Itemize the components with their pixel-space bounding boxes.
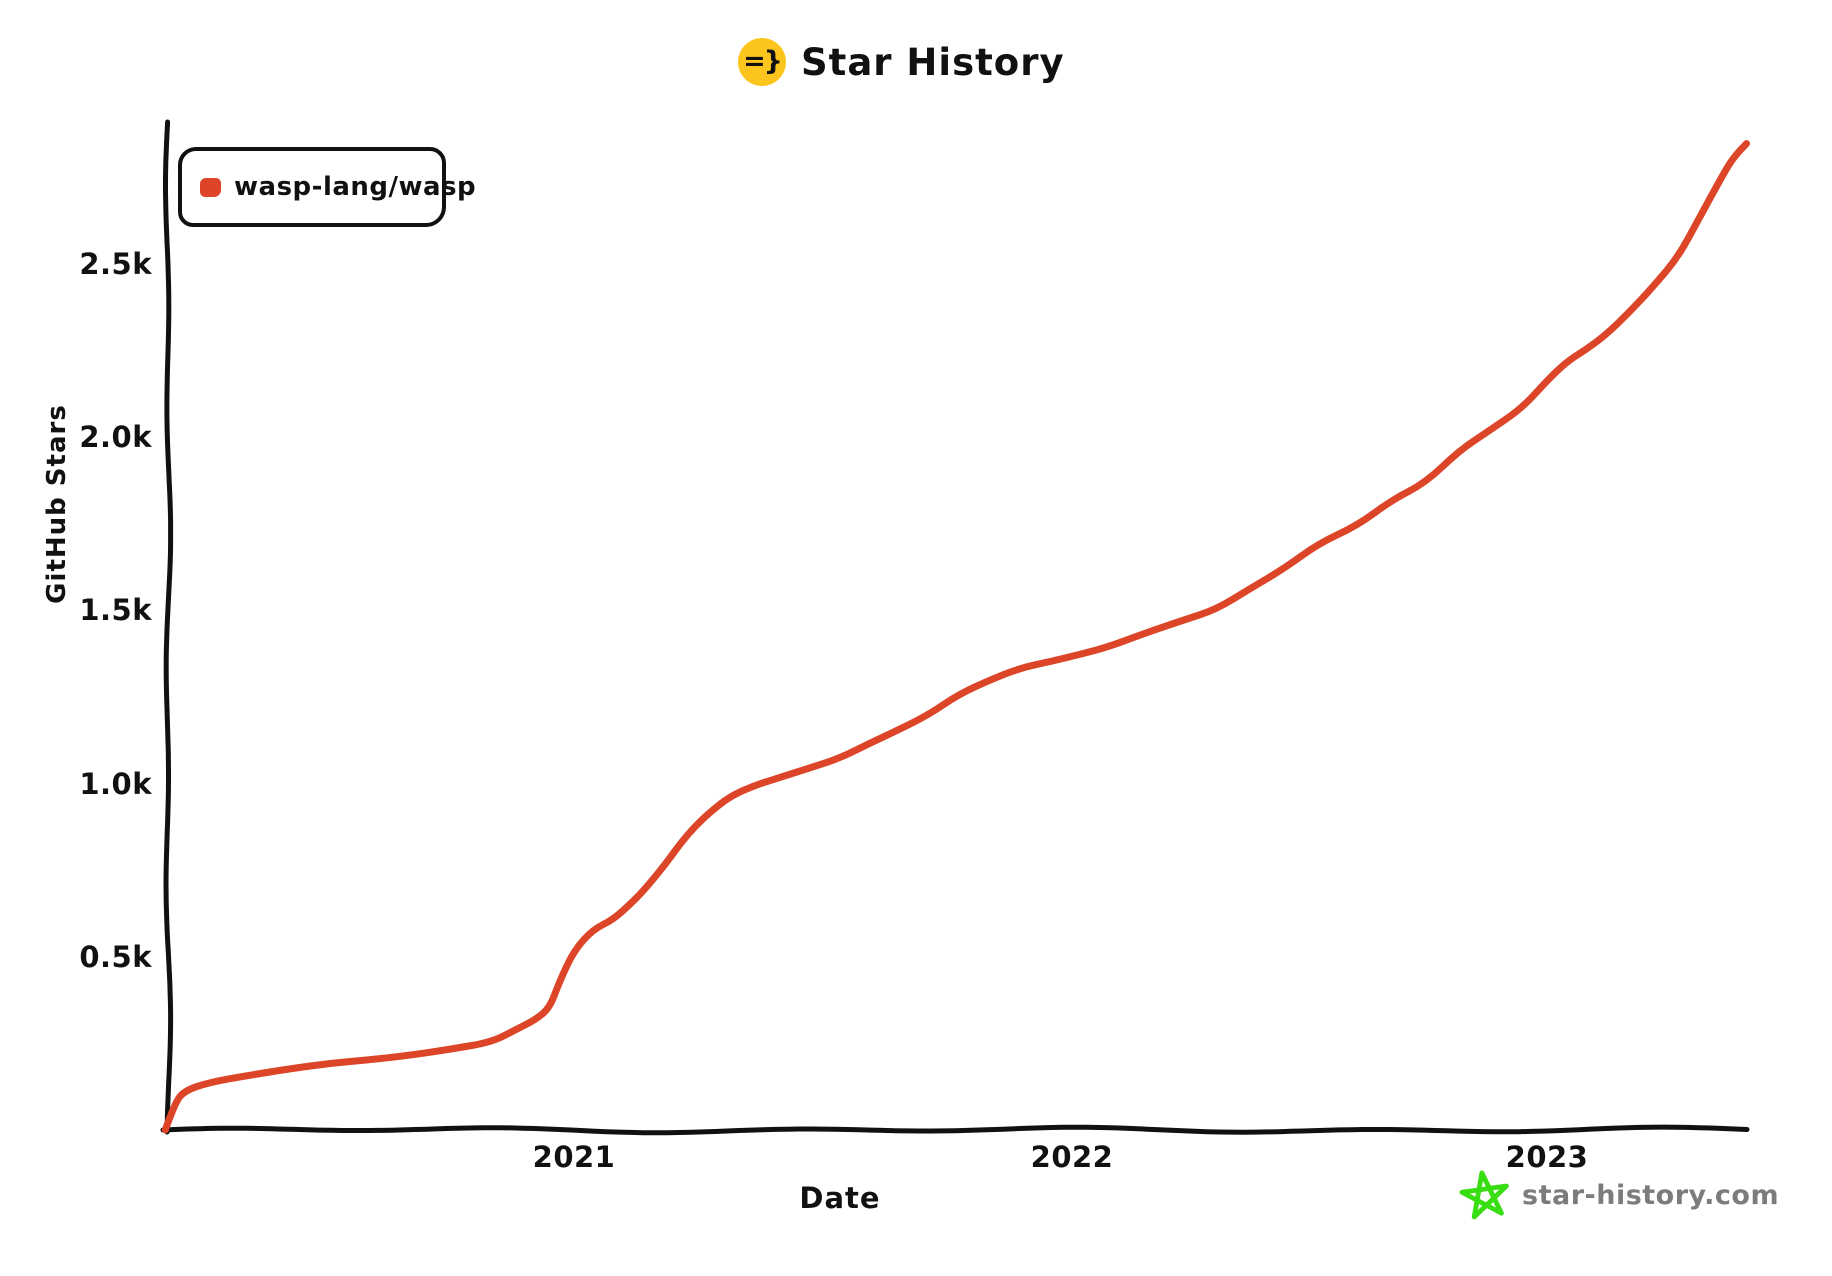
y-axis-line bbox=[163, 119, 174, 1135]
chart-header: =} Star History bbox=[738, 38, 1065, 86]
green-star-icon bbox=[1459, 1170, 1509, 1220]
y-axis-tick-label: 2.5k bbox=[79, 247, 152, 281]
y-axis-tick-label: 0.5k bbox=[79, 939, 152, 974]
x-axis-title: Date bbox=[799, 1181, 881, 1215]
legend-series-marker-icon bbox=[200, 177, 221, 197]
legend-item-wasp-lang-wasp[interactable]: wasp-lang/wasp bbox=[178, 147, 476, 227]
y-axis-tick-label: 1.0k bbox=[79, 766, 152, 801]
site-url-text: star-history.com bbox=[1522, 1179, 1780, 1211]
series-line-wasp-lang-wasp bbox=[161, 140, 1750, 1134]
x-axis-line bbox=[160, 1124, 1750, 1136]
page-title: Star History bbox=[801, 40, 1065, 84]
y-axis-tick-label: 2.0k bbox=[79, 420, 152, 455]
site-branding: star-history.com bbox=[1458, 1168, 1779, 1222]
x-axis-tick-label: 2023 bbox=[1505, 1140, 1589, 1174]
y-axis-tick-label: 1.5k bbox=[79, 593, 152, 628]
star-history-logo-icon: =} bbox=[738, 38, 786, 86]
x-axis-tick-label: 2021 bbox=[532, 1140, 616, 1174]
x-axis-tick-label: 2022 bbox=[1030, 1140, 1114, 1174]
legend-series-label: wasp-lang/wasp bbox=[234, 172, 477, 202]
